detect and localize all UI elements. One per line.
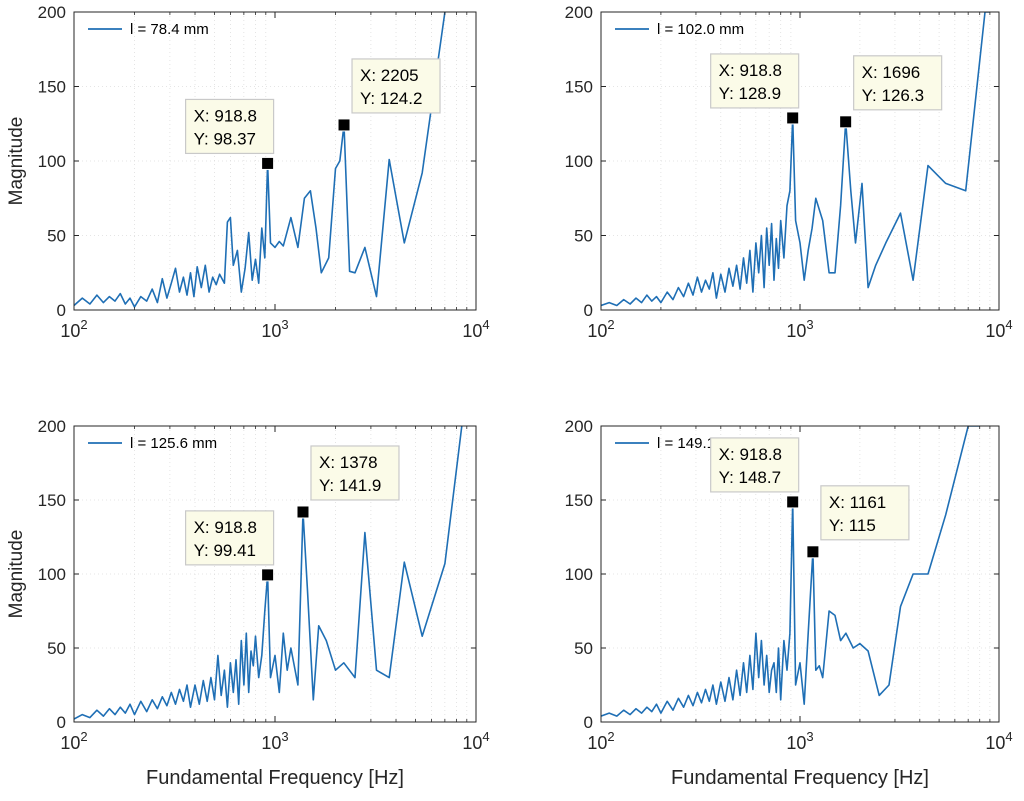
datatip-box xyxy=(185,98,275,155)
datatip-box xyxy=(185,510,275,566)
x-tick-label: 103 xyxy=(786,317,813,341)
datatip-y-label: Y: 126.3 xyxy=(862,86,924,105)
y-tick-label: 0 xyxy=(584,301,593,320)
y-tick-label: 50 xyxy=(574,639,593,658)
datatip-marker[interactable] xyxy=(806,545,820,559)
plot-area xyxy=(601,426,999,722)
y-tick-label: 0 xyxy=(57,301,66,320)
datatip-x-label: X: 1161 xyxy=(829,493,886,512)
datatip-box xyxy=(710,437,800,493)
y-tick-label: 50 xyxy=(574,227,593,246)
x-tick-label: 103 xyxy=(786,729,813,753)
datatip: X: 1161 Y: 115 xyxy=(820,485,910,541)
datatip: X: 918.8 Y: 99.41 xyxy=(185,510,275,566)
datatip-box xyxy=(820,485,910,541)
y-tick-label: 50 xyxy=(47,227,66,246)
datatip-y-label: Y: 99.41 xyxy=(194,541,256,560)
datatip-x-label: X: 918.8 xyxy=(719,61,782,80)
y-tick-label: 50 xyxy=(47,639,66,658)
x-tick-label: 102 xyxy=(60,729,87,753)
x-tick-label: 102 xyxy=(587,729,614,753)
y-axis-label: Magnitude xyxy=(6,117,27,206)
y-tick-label: 100 xyxy=(565,565,593,584)
y-tick-label: 150 xyxy=(38,78,66,97)
y-tick-label: 150 xyxy=(565,78,593,97)
datatip-marker[interactable] xyxy=(786,111,800,125)
legend-label: l = 125.6 mm xyxy=(130,435,217,452)
datatip-marker[interactable] xyxy=(261,156,275,170)
x-tick-label: 103 xyxy=(261,729,288,753)
datatip-box xyxy=(853,55,943,111)
y-tick-label: 200 xyxy=(38,3,66,22)
datatip-marker[interactable] xyxy=(261,568,275,582)
series-line xyxy=(74,12,447,308)
datatip-x-label: X: 2205 xyxy=(360,66,419,85)
y-tick-label: 200 xyxy=(38,417,66,436)
datatip: X: 918.8 Y: 148.7 xyxy=(710,437,800,493)
y-tick-label: 200 xyxy=(565,3,593,22)
datatip-y-label: Y: 141.9 xyxy=(319,476,381,495)
chart-panel-3: 0 50 100 150 200 102 103 104 l = 125.6 mm Magnitu… xyxy=(6,417,490,789)
y-tick-label: 100 xyxy=(565,152,593,171)
series-line xyxy=(74,426,463,720)
datatip: X: 918.8 Y: 98.37 xyxy=(185,98,275,155)
datatip-box xyxy=(710,53,800,109)
x-tick-label: 104 xyxy=(985,317,1012,341)
series-line xyxy=(601,426,980,717)
x-tick-label: 104 xyxy=(462,317,489,341)
datatip: X: 1696 Y: 126.3 xyxy=(853,55,943,111)
chart-panel-1: 0 50 100 150 200 102 103 104 l = 78.4 mm Magnitud… xyxy=(6,3,490,341)
datatip: X: 1378 Y: 141.9 xyxy=(310,445,400,501)
y-tick-label: 0 xyxy=(584,713,593,732)
legend-label: l = 102.0 mm xyxy=(657,21,744,38)
x-tick-label: 104 xyxy=(985,729,1012,753)
datatip-marker[interactable] xyxy=(786,495,800,509)
x-tick-label: 104 xyxy=(462,729,489,753)
y-tick-label: 0 xyxy=(57,713,66,732)
y-tick-label: 100 xyxy=(38,565,66,584)
datatip-marker[interactable] xyxy=(839,115,853,129)
y-tick-label: 100 xyxy=(38,152,66,171)
y-tick-label: 150 xyxy=(565,491,593,510)
datatip-x-label: X: 1378 xyxy=(319,453,378,472)
datatip-box xyxy=(351,58,441,114)
x-tick-label: 103 xyxy=(261,317,288,341)
datatip: X: 2205 Y: 124.2 xyxy=(351,58,441,114)
series-line xyxy=(601,12,990,307)
x-tick-label: 102 xyxy=(60,317,87,341)
datatip: X: 918.8 Y: 128.9 xyxy=(710,53,800,109)
datatip-y-label: Y: 115 xyxy=(829,516,876,535)
chart-panel-2: 0 50 100 150 200 102 103 104 l = 102.0 mm X: 918.… xyxy=(565,3,1013,341)
datatip-box xyxy=(310,445,400,501)
datatip-x-label: X: 918.8 xyxy=(194,106,257,125)
datatip-y-label: Y: 148.7 xyxy=(719,468,781,487)
datatip-y-label: Y: 124.2 xyxy=(360,89,422,108)
x-tick-label: 102 xyxy=(587,317,614,341)
legend-label: l = 78.4 mm xyxy=(130,21,209,38)
y-tick-label: 150 xyxy=(38,491,66,510)
y-tick-label: 200 xyxy=(565,417,593,436)
datatip-marker[interactable] xyxy=(296,505,310,519)
y-axis-label: Magnitude xyxy=(6,530,27,619)
datatip-x-label: X: 1696 xyxy=(862,63,921,82)
datatip-x-label: X: 918.8 xyxy=(194,518,257,537)
datatip-y-label: Y: 98.37 xyxy=(194,129,256,148)
x-axis-label: Fundamental Frequency [Hz] xyxy=(671,767,929,789)
datatip-y-label: Y: 128.9 xyxy=(719,84,781,103)
datatip-marker[interactable] xyxy=(337,118,351,132)
datatip-x-label: X: 918.8 xyxy=(719,445,782,464)
x-axis-label: Fundamental Frequency [Hz] xyxy=(146,767,404,789)
